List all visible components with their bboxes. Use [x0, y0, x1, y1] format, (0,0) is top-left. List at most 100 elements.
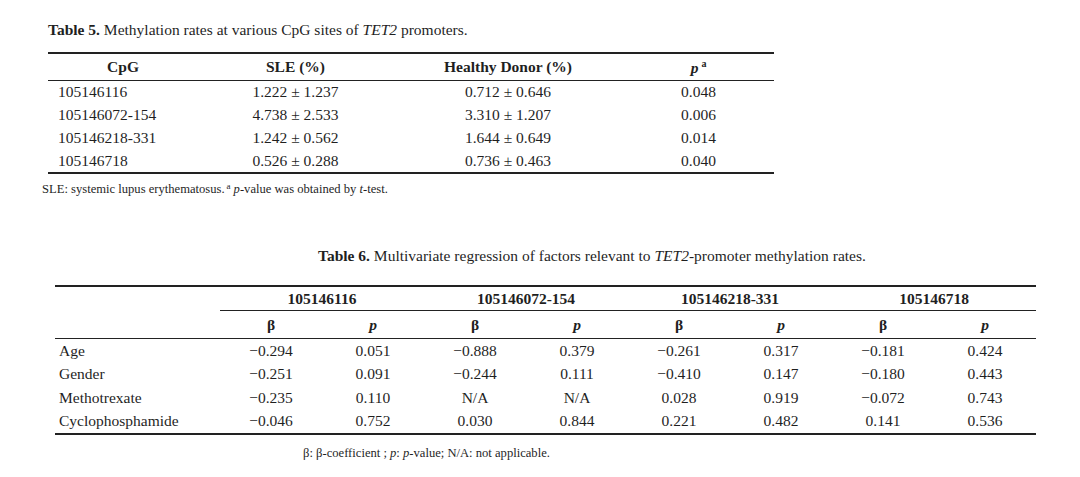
t6-value-cell: 0.743	[934, 386, 1036, 410]
t5-cpg-cell: 105146072-154	[48, 104, 198, 127]
table6-p-header: p	[730, 311, 832, 339]
t5-footnote-text1: SLE: systemic lupus erythematosus.	[42, 182, 225, 196]
table5-caption-label: Table 5.	[48, 21, 100, 38]
t6-value-cell: 0.091	[322, 363, 424, 387]
t6-factor-cell: Cyclophosphamide	[55, 410, 220, 435]
table6-beta-header: β	[628, 311, 730, 339]
table6-beta-header: β	[832, 311, 934, 339]
table5: CpG SLE (%) Healthy Donor (%) pa 1051461…	[48, 52, 774, 174]
t5-healthy-cell: 1.644 ± 0.649	[393, 127, 623, 150]
t6-value-cell: 0.919	[730, 386, 832, 410]
t6-value-cell: 0.110	[322, 386, 424, 410]
t5-cpg-cell: 105146218-331	[48, 127, 198, 150]
table5-col-sle: SLE (%)	[198, 53, 393, 81]
table6-p-header: p	[526, 311, 628, 339]
t5-sle-cell: 4.738 ± 2.533	[198, 104, 393, 127]
table5-col-p: pa	[623, 53, 774, 81]
table6-caption-suffix: -promoter methylation rates.	[689, 247, 866, 264]
t5-healthy-cell: 0.736 ± 0.463	[393, 149, 623, 173]
t6-value-cell: −0.180	[832, 363, 934, 387]
t6-footnote-text1: β: β-coefficient ;	[303, 446, 390, 460]
table6-caption: Table 6. Multivariate regression of fact…	[318, 246, 866, 265]
t6-value-cell: 0.147	[730, 363, 832, 387]
t5-footnote-text3: -test.	[363, 182, 388, 196]
t5-cpg-cell: 105146718	[48, 149, 198, 173]
t6-value-cell: −0.072	[832, 386, 934, 410]
table6-group-header-row: 105146116 105146072-154 105146218-331 10…	[55, 286, 1036, 311]
t5-p-cell: 0.014	[623, 127, 774, 150]
table6-subheader-row: β p β p β p β p	[55, 311, 1036, 339]
table5-caption-suffix: promoters.	[397, 21, 468, 38]
table6-caption-label: Table 6.	[318, 247, 370, 264]
t5-cpg-cell: 105146116	[48, 81, 198, 104]
table-row: Methotrexate −0.235 0.110 N/A N/A 0.028 …	[55, 386, 1036, 410]
table6-beta-header: β	[220, 311, 322, 339]
table5-caption: Table 5. Methylation rates at various Cp…	[48, 20, 468, 39]
table5-col-cpg: CpG	[48, 53, 198, 81]
table6-p-header: p	[934, 311, 1036, 339]
table-row: 105146218-331 1.242 ± 0.562 1.644 ± 0.64…	[48, 127, 774, 150]
t6-value-cell: 0.844	[526, 410, 628, 435]
table6-caption-gene: TET2	[654, 247, 688, 264]
t6-value-cell: 0.379	[526, 339, 628, 363]
t5-sle-cell: 0.526 ± 0.288	[198, 149, 393, 173]
t6-value-cell: −0.181	[832, 339, 934, 363]
t6-factor-cell: Methotrexate	[55, 386, 220, 410]
t6-value-cell: 0.424	[934, 339, 1036, 363]
table6-caption-text: Multivariate regression of factors relev…	[370, 247, 655, 264]
t6-value-cell: 0.051	[322, 339, 424, 363]
table5-caption-gene: TET2	[363, 21, 397, 38]
t6-value-cell: −0.888	[424, 339, 526, 363]
table6: 105146116 105146072-154 105146218-331 10…	[55, 285, 1036, 435]
t6-value-cell: 0.536	[934, 410, 1036, 435]
t6-value-cell: 0.752	[322, 410, 424, 435]
table5-footnote: SLE: systemic lupus erythematosus.ap-val…	[42, 179, 388, 197]
table6-footnote: β: β-coefficient ; p: p-value; N/A: not …	[303, 446, 550, 461]
t6-value-cell: 0.028	[628, 386, 730, 410]
table6-group-105146718: 105146718	[832, 286, 1036, 311]
table5-col-p-symbol: p	[691, 59, 699, 76]
table5-header-row: CpG SLE (%) Healthy Donor (%) pa	[48, 53, 774, 81]
table6-group-105146116: 105146116	[220, 286, 424, 311]
table6-group-105146072-154: 105146072-154	[424, 286, 628, 311]
table6-stub-cell	[55, 286, 220, 311]
table5-col-p-marker: a	[701, 58, 706, 69]
table6-stub-cell	[55, 311, 220, 339]
t6-value-cell: −0.261	[628, 339, 730, 363]
table-row: 105146072-154 4.738 ± 2.533 3.310 ± 1.20…	[48, 104, 774, 127]
t5-p-cell: 0.006	[623, 104, 774, 127]
t6-factor-cell: Gender	[55, 363, 220, 387]
t6-footnote-text3: -value; N/A: not applicable.	[409, 446, 550, 460]
table-row: Gender −0.251 0.091 −0.244 0.111 −0.410 …	[55, 363, 1036, 387]
t5-sle-cell: 1.222 ± 1.237	[198, 81, 393, 104]
t6-value-cell: −0.294	[220, 339, 322, 363]
t6-value-cell: −0.244	[424, 363, 526, 387]
table6-beta-header: β	[424, 311, 526, 339]
table5-caption-text: Methylation rates at various CpG sites o…	[100, 21, 363, 38]
t5-p-cell: 0.048	[623, 81, 774, 104]
t5-healthy-cell: 3.310 ± 1.207	[393, 104, 623, 127]
table-row: Age −0.294 0.051 −0.888 0.379 −0.261 0.3…	[55, 339, 1036, 363]
t6-value-cell: −0.410	[628, 363, 730, 387]
t6-factor-cell: Age	[55, 339, 220, 363]
t5-p-cell: 0.040	[623, 149, 774, 173]
table6-group-105146218-331: 105146218-331	[628, 286, 832, 311]
t6-value-cell: 0.317	[730, 339, 832, 363]
table5-col-healthy: Healthy Donor (%)	[393, 53, 623, 81]
t6-value-cell: N/A	[526, 386, 628, 410]
t5-footnote-marker: a	[227, 181, 231, 191]
t5-sle-cell: 1.242 ± 0.562	[198, 127, 393, 150]
t6-value-cell: 0.141	[832, 410, 934, 435]
t6-value-cell: 0.030	[424, 410, 526, 435]
page: Table 5. Methylation rates at various Cp…	[0, 0, 1080, 477]
t5-footnote-text2: -value was obtained by	[240, 182, 360, 196]
table-row: 105146718 0.526 ± 0.288 0.736 ± 0.463 0.…	[48, 149, 774, 173]
t6-value-cell: 0.443	[934, 363, 1036, 387]
t6-value-cell: −0.235	[220, 386, 322, 410]
table-row: 105146116 1.222 ± 1.237 0.712 ± 0.646 0.…	[48, 81, 774, 104]
t5-healthy-cell: 0.712 ± 0.646	[393, 81, 623, 104]
t6-value-cell: 0.221	[628, 410, 730, 435]
t6-value-cell: N/A	[424, 386, 526, 410]
t6-value-cell: −0.251	[220, 363, 322, 387]
table-row: Cyclophosphamide −0.046 0.752 0.030 0.84…	[55, 410, 1036, 435]
